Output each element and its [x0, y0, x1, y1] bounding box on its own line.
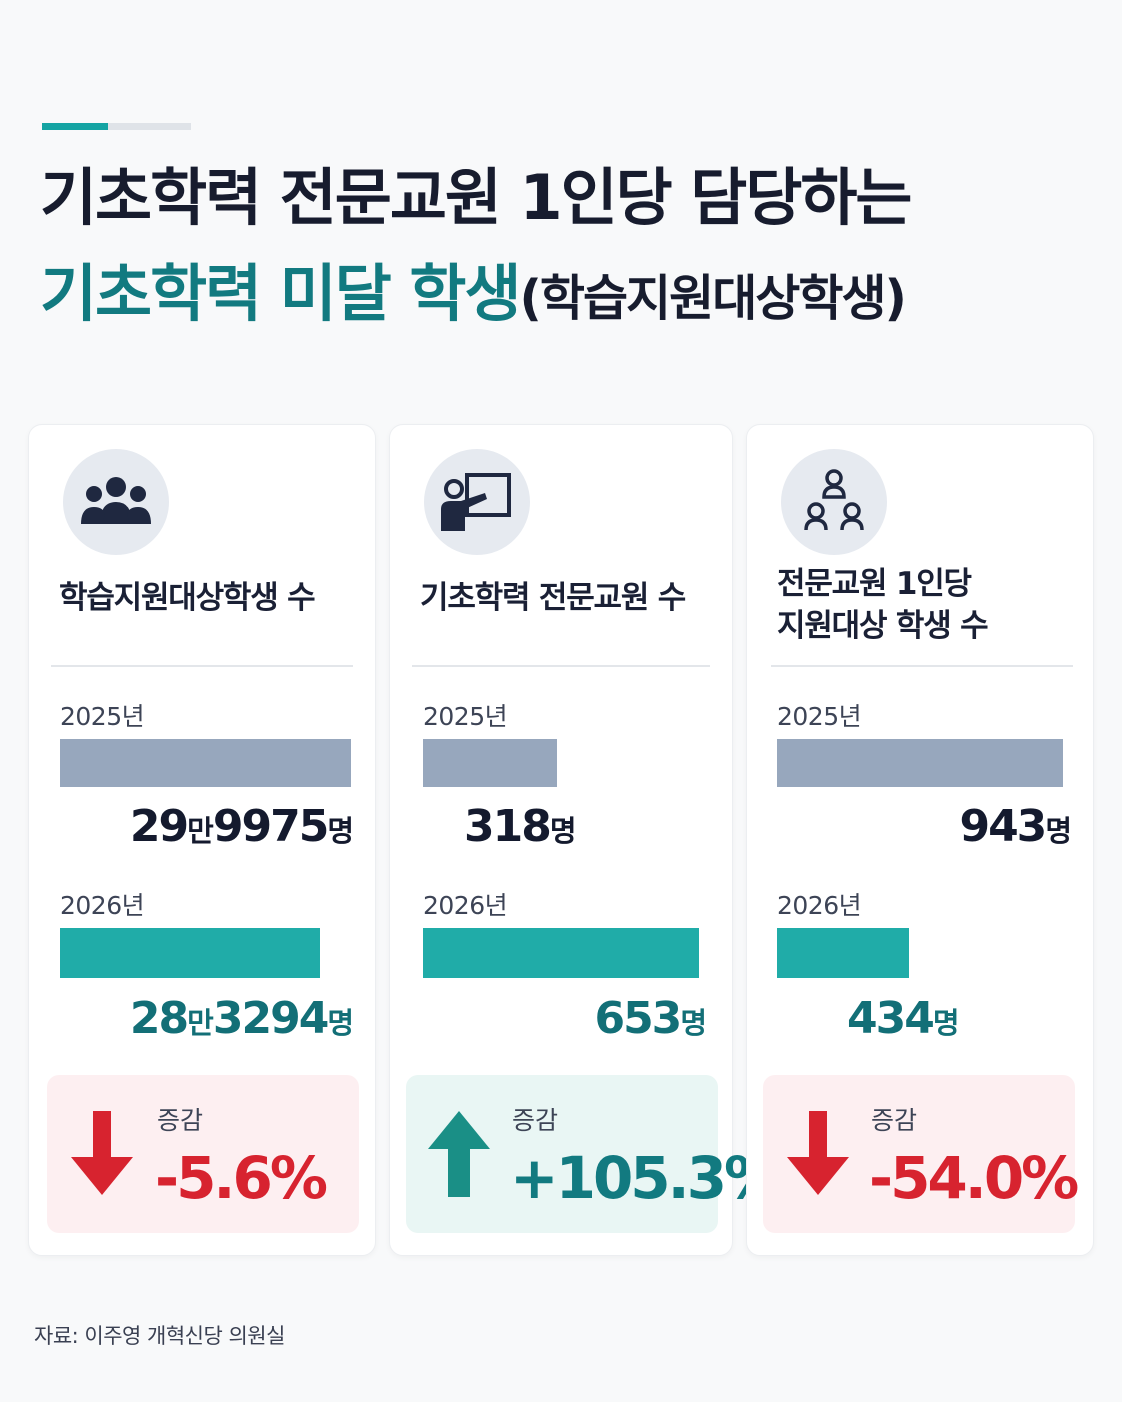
bar-2025	[777, 739, 1063, 787]
card-teachers: 기초학력 전문교원 수 2025년 318명 2026년 653명 증감 +10…	[389, 424, 782, 1256]
change-value: +105.3%	[510, 1144, 782, 1212]
bar-2026	[60, 928, 320, 978]
divider	[51, 665, 353, 667]
value-unit-man: 만	[187, 814, 214, 848]
year-label-2025: 2025년	[423, 702, 508, 731]
page-title: 기초학력 전문교원 1인당 담당하는 기초학력 미달 학생(학습지원대상학생)	[40, 150, 1100, 347]
arrow-down-icon	[71, 1111, 133, 1195]
title-subtitle: (학습지원대상학생)	[519, 270, 907, 327]
card-ratio: 전문교원 1인당 지원대상 학생 수 2025년 943명 2026년 434명…	[746, 424, 1094, 1256]
card-students: 학습지원대상학생 수 2025년 29만9975명 2026년 28만3294명…	[28, 424, 376, 1256]
source-note: 자료: 이주영 개혁신당 의원실	[34, 1324, 285, 1348]
bar-2026	[423, 928, 699, 978]
divider	[412, 665, 710, 667]
year-label-2026: 2026년	[777, 891, 862, 920]
year-label-2025: 2025년	[777, 702, 862, 731]
bar-2026	[777, 928, 909, 978]
change-label: 증감	[871, 1106, 918, 1135]
title-highlight: 기초학력 미달 학생	[40, 257, 521, 330]
value-number: 29	[129, 801, 189, 852]
teacher-board-icon	[424, 449, 530, 555]
mentor-network-icon	[781, 449, 887, 555]
value-unit-man: 만	[187, 1006, 214, 1040]
accent-line	[42, 123, 191, 130]
value-number: 943	[959, 801, 1047, 852]
value-number: 653	[594, 993, 682, 1044]
bar-2025	[60, 739, 351, 787]
accent-line-grey	[108, 123, 191, 130]
change-label: 증감	[157, 1106, 204, 1135]
value-2026: 434명	[847, 993, 960, 1049]
value-2025: 318명	[464, 801, 577, 857]
change-box: 증감 -5.6%	[47, 1075, 359, 1233]
value-number2: 3294	[212, 993, 329, 1044]
value-2026: 28만3294명	[129, 993, 354, 1049]
value-unit: 명	[549, 814, 577, 848]
arrow-down-icon	[787, 1111, 849, 1195]
change-box: 증감 -54.0%	[763, 1075, 1079, 1233]
change-box: 증감 +105.3%	[406, 1075, 782, 1233]
value-unit: 명	[932, 1006, 960, 1040]
card-title: 전문교원 1인당 지원대상 학생 수	[777, 563, 989, 647]
title-line1: 기초학력 전문교원 1인당 담당하는	[40, 161, 912, 234]
change-label: 증감	[512, 1106, 559, 1135]
value-unit: 명	[327, 1006, 354, 1040]
value-2025: 943명	[959, 801, 1072, 857]
card-title-line1: 전문교원 1인당	[777, 566, 972, 602]
value-2025: 29만9975명	[129, 801, 354, 857]
people-group-icon	[63, 449, 169, 555]
arrow-up-icon	[428, 1111, 490, 1197]
card-title: 기초학력 전문교원 수	[420, 580, 686, 616]
divider	[771, 665, 1073, 667]
card-title-line2: 지원대상 학생 수	[777, 608, 989, 644]
title-line2: 기초학력 미달 학생(학습지원대상학생)	[40, 246, 1100, 347]
card-title: 학습지원대상학생 수	[59, 580, 316, 616]
year-label-2026: 2026년	[60, 891, 145, 920]
year-label-2026: 2026년	[423, 891, 508, 920]
value-number: 434	[847, 993, 935, 1044]
value-number2: 9975	[212, 801, 329, 852]
accent-line-teal	[42, 123, 108, 130]
change-value: -5.6%	[155, 1144, 328, 1212]
year-label-2025: 2025년	[60, 702, 145, 731]
change-value: -54.0%	[869, 1144, 1079, 1212]
value-number: 318	[464, 801, 552, 852]
value-unit: 명	[1045, 814, 1072, 848]
value-2026: 653명	[594, 993, 707, 1049]
value-unit: 명	[327, 814, 354, 848]
value-unit: 명	[680, 1006, 707, 1040]
bar-2025	[423, 739, 557, 787]
value-number: 28	[129, 993, 189, 1044]
